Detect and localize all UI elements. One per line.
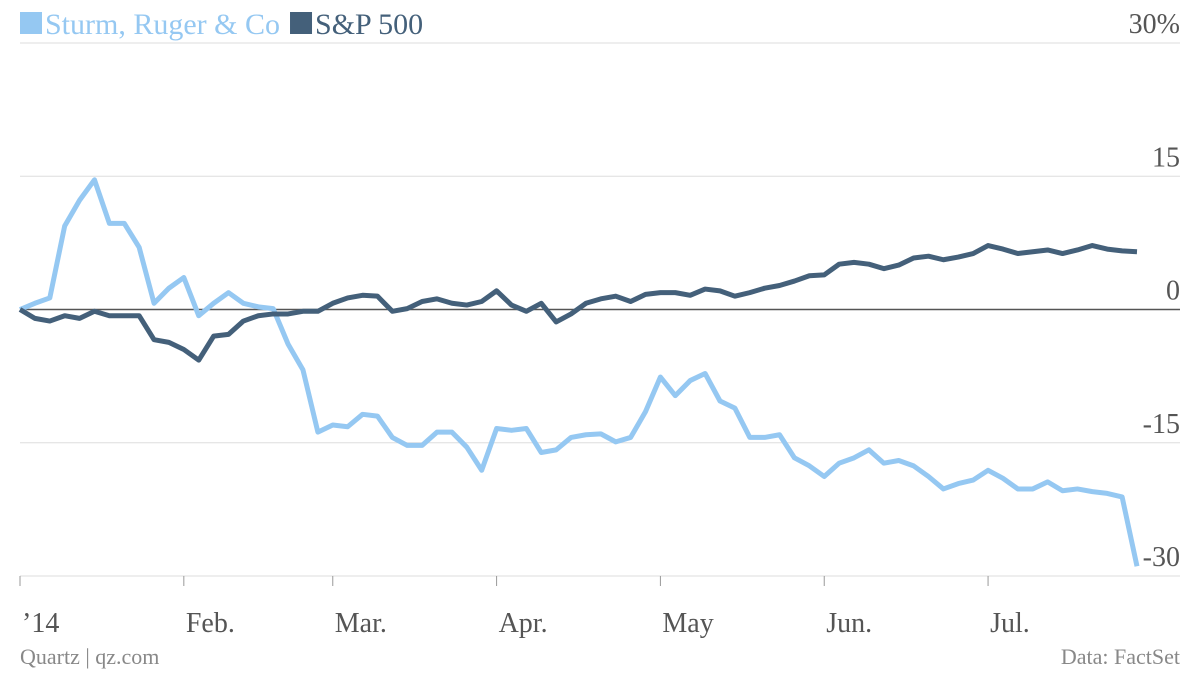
y-tick-label: 0	[1166, 276, 1180, 307]
series-line	[19, 177, 1140, 567]
credit: Quartz | qz.com	[20, 644, 159, 669]
legend-label: S&P 500	[315, 8, 423, 41]
y-tick-label: 30%	[1129, 9, 1180, 40]
source: Data: FactSet	[1061, 644, 1180, 669]
x-tick-label: Apr.	[499, 608, 548, 639]
legend-label: Sturm, Ruger & Co	[45, 8, 280, 41]
x-tick-label: Mar.	[335, 608, 387, 639]
x-tick-label: Jul.	[990, 608, 1030, 639]
x-tick-label: May	[662, 608, 713, 639]
x-tick-label: Feb.	[186, 608, 235, 639]
legend-swatch	[20, 12, 42, 34]
legend-swatch	[290, 12, 313, 34]
x-tick-label: Jun.	[826, 608, 872, 639]
series-line	[18, 243, 1138, 363]
x-tick-label: ’14	[22, 608, 59, 639]
y-tick-label: -15	[1143, 409, 1180, 440]
y-tick-label: 15	[1152, 142, 1180, 173]
y-tick-label: -30	[1143, 542, 1180, 573]
